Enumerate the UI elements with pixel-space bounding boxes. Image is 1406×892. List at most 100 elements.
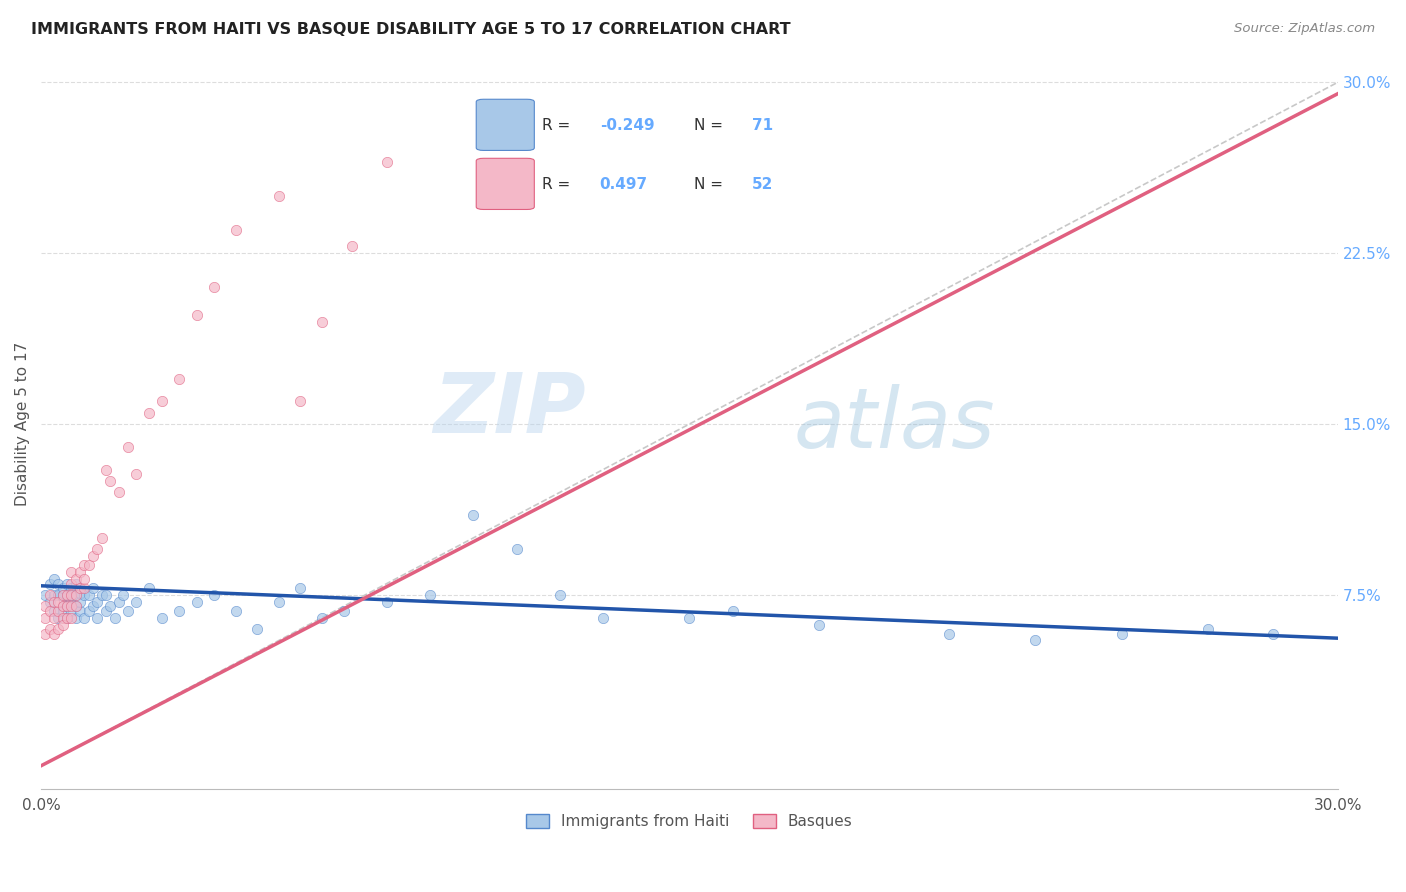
Point bbox=[808, 617, 831, 632]
Point bbox=[267, 189, 290, 203]
Point bbox=[65, 588, 87, 602]
Point bbox=[82, 549, 104, 564]
Point bbox=[311, 610, 333, 624]
Point bbox=[34, 588, 56, 602]
Point bbox=[73, 588, 96, 602]
Point bbox=[463, 508, 485, 523]
Point bbox=[42, 604, 65, 618]
Point bbox=[38, 595, 60, 609]
Point bbox=[1197, 622, 1219, 636]
Point bbox=[375, 595, 398, 609]
Point bbox=[65, 599, 87, 614]
Point bbox=[94, 604, 117, 618]
Point bbox=[69, 604, 91, 618]
Point bbox=[60, 588, 83, 602]
Point bbox=[90, 588, 112, 602]
Point bbox=[678, 610, 700, 624]
Point bbox=[73, 558, 96, 573]
Point bbox=[419, 588, 441, 602]
Point bbox=[56, 610, 79, 624]
Text: ZIP: ZIP bbox=[433, 369, 586, 450]
Point bbox=[938, 626, 960, 640]
Point bbox=[56, 588, 79, 602]
Point bbox=[90, 531, 112, 545]
Point bbox=[98, 474, 121, 488]
Point bbox=[186, 308, 208, 322]
Point bbox=[34, 626, 56, 640]
Point bbox=[42, 595, 65, 609]
Point bbox=[52, 617, 75, 632]
Point bbox=[721, 604, 744, 618]
Point bbox=[42, 610, 65, 624]
Point bbox=[60, 576, 83, 591]
Point bbox=[169, 604, 191, 618]
Point bbox=[34, 599, 56, 614]
Point bbox=[56, 588, 79, 602]
Y-axis label: Disability Age 5 to 17: Disability Age 5 to 17 bbox=[15, 342, 30, 506]
Point bbox=[505, 542, 527, 557]
Point bbox=[65, 610, 87, 624]
Point bbox=[65, 588, 87, 602]
Point bbox=[38, 588, 60, 602]
Point bbox=[69, 595, 91, 609]
Point bbox=[290, 394, 312, 409]
Point bbox=[77, 558, 100, 573]
Point bbox=[94, 462, 117, 476]
Point bbox=[1261, 626, 1284, 640]
Point bbox=[225, 223, 247, 237]
Point bbox=[246, 622, 269, 636]
Point bbox=[38, 576, 60, 591]
Point bbox=[86, 610, 108, 624]
Point bbox=[73, 572, 96, 586]
Point bbox=[52, 581, 75, 595]
Point bbox=[38, 622, 60, 636]
Point bbox=[225, 604, 247, 618]
Point bbox=[73, 610, 96, 624]
Point bbox=[150, 394, 173, 409]
Point bbox=[52, 610, 75, 624]
Point bbox=[65, 576, 87, 591]
Point bbox=[375, 155, 398, 169]
Point bbox=[48, 622, 70, 636]
Point bbox=[60, 595, 83, 609]
Text: Source: ZipAtlas.com: Source: ZipAtlas.com bbox=[1234, 22, 1375, 36]
Point bbox=[202, 280, 225, 294]
Point bbox=[34, 610, 56, 624]
Point bbox=[186, 595, 208, 609]
Point bbox=[290, 581, 312, 595]
Point bbox=[60, 588, 83, 602]
Point bbox=[56, 599, 79, 614]
Point bbox=[56, 610, 79, 624]
Point bbox=[69, 585, 91, 599]
Point bbox=[73, 581, 96, 595]
Point bbox=[77, 588, 100, 602]
Point bbox=[150, 610, 173, 624]
Point bbox=[86, 542, 108, 557]
Point bbox=[592, 610, 614, 624]
Point bbox=[82, 599, 104, 614]
Point bbox=[108, 485, 131, 500]
Point bbox=[117, 604, 139, 618]
Point bbox=[117, 440, 139, 454]
Point bbox=[52, 599, 75, 614]
Point bbox=[94, 588, 117, 602]
Point bbox=[86, 595, 108, 609]
Text: atlas: atlas bbox=[793, 384, 994, 465]
Point bbox=[56, 599, 79, 614]
Point bbox=[82, 581, 104, 595]
Point bbox=[108, 595, 131, 609]
Point bbox=[60, 565, 83, 579]
Point bbox=[69, 581, 91, 595]
Point bbox=[112, 588, 135, 602]
Point bbox=[48, 576, 70, 591]
Point bbox=[48, 604, 70, 618]
Point bbox=[103, 610, 125, 624]
Point bbox=[60, 610, 83, 624]
Point bbox=[138, 581, 160, 595]
Point bbox=[202, 588, 225, 602]
Point bbox=[42, 626, 65, 640]
Point bbox=[48, 588, 70, 602]
Point bbox=[38, 604, 60, 618]
Point bbox=[267, 595, 290, 609]
Point bbox=[169, 371, 191, 385]
